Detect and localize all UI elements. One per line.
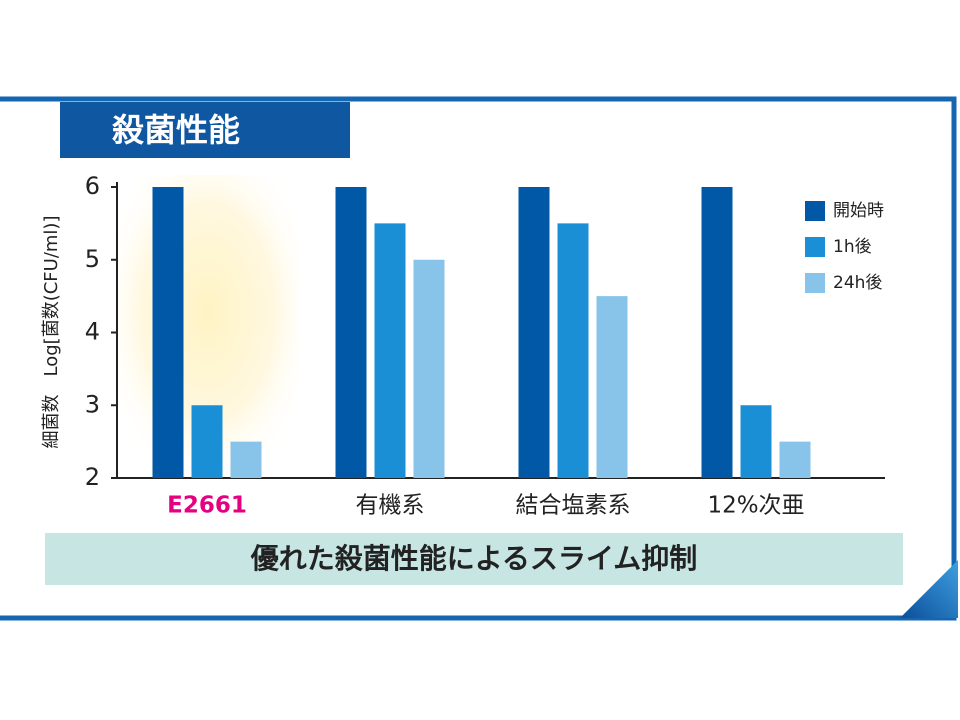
bar: [740, 405, 772, 478]
bar: [152, 187, 184, 478]
legend-label: 開始時: [833, 201, 884, 221]
y-tick-label: 2: [85, 463, 100, 491]
legend-label: 24h後: [833, 273, 882, 293]
bar: [374, 223, 406, 478]
panel-corner: [900, 560, 958, 618]
chart-title: 殺菌性能: [112, 111, 240, 149]
annotation-box: [45, 533, 903, 585]
y-tick-label: 4: [85, 318, 100, 346]
annotation: 優れた殺菌性能によるスライム抑制: [250, 542, 698, 575]
bar: [596, 296, 628, 478]
bar: [779, 441, 811, 478]
bar: [701, 187, 733, 478]
legend-swatch: [805, 273, 825, 293]
x-tick-label: E2661: [167, 493, 247, 519]
x-tick-label: 結合塩素系: [516, 493, 631, 519]
bar: [413, 259, 445, 478]
bar: [230, 441, 262, 478]
y-tick-label: 3: [85, 390, 100, 418]
bar: [335, 187, 367, 478]
legend-swatch: [805, 237, 825, 257]
bar: [518, 187, 550, 478]
bar: [557, 223, 589, 478]
title-tab: [60, 102, 350, 158]
y-tick-label: 6: [85, 172, 100, 200]
y-tick-label: 5: [85, 245, 100, 273]
legend-swatch: [805, 201, 825, 221]
x-tick-label: 12%次亜: [707, 493, 804, 519]
legend-label: 1h後: [833, 237, 872, 257]
y-axis-label: 細菌数 Log[菌数(CFU/ml)]: [41, 216, 62, 449]
x-tick-label: 有機系: [356, 493, 425, 519]
bar: [191, 405, 223, 478]
